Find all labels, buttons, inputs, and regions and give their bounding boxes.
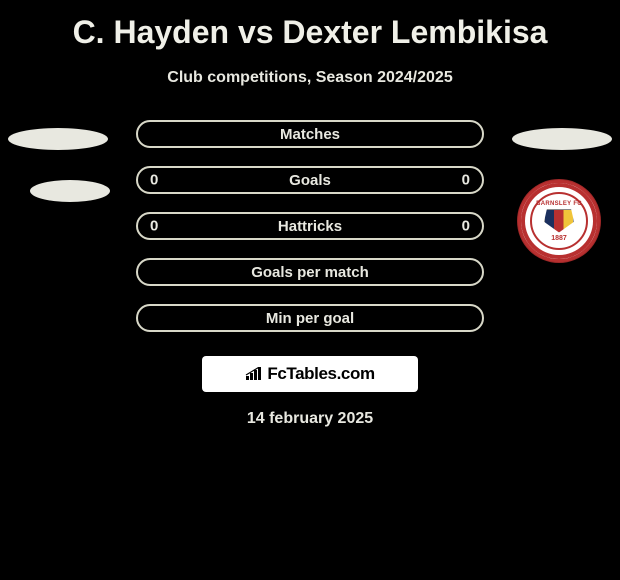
- stat-label: Hattricks: [278, 218, 342, 235]
- stat-left-value: 0: [150, 218, 158, 235]
- stat-row-hattricks: 0 Hattricks 0: [136, 212, 484, 240]
- date-text: 14 february 2025: [0, 410, 620, 428]
- stat-row-matches: Matches: [136, 120, 484, 148]
- page-title: C. Hayden vs Dexter Lembikisa: [0, 0, 620, 51]
- stat-label: Min per goal: [266, 310, 354, 327]
- brand-badge: FcTables.com: [202, 356, 418, 392]
- stat-row-goals: 0 Goals 0: [136, 166, 484, 194]
- stat-row-min-per-goal: Min per goal: [136, 304, 484, 332]
- stat-row-goals-per-match: Goals per match: [136, 258, 484, 286]
- stat-label: Matches: [280, 126, 340, 143]
- stat-label: Goals: [289, 172, 331, 189]
- stat-right-value: 0: [462, 172, 470, 189]
- chart-icon: [245, 367, 263, 381]
- stat-label: Goals per match: [251, 264, 369, 281]
- stat-right-value: 0: [462, 218, 470, 235]
- stat-left-value: 0: [150, 172, 158, 189]
- stats-list: Matches 0 Goals 0 0 Hattricks 0 Goals pe…: [0, 120, 620, 332]
- brand-text: FcTables.com: [267, 364, 374, 384]
- subtitle: Club competitions, Season 2024/2025: [0, 69, 620, 87]
